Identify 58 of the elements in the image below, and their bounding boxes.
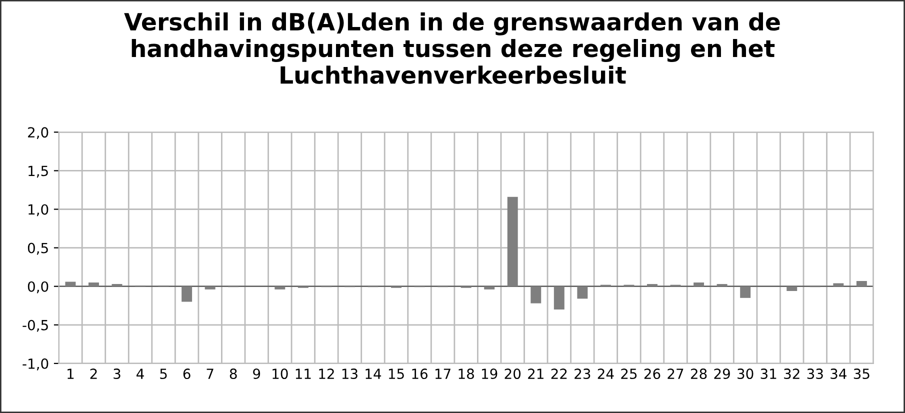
chart-title: Verschil in dB(A)Lden in de grenswaarden van de handhavingspunten tussen deze regeling en het Luchthavenverkeerbesluit bbox=[124, 12, 780, 84]
x-tick-label: 21 bbox=[528, 368, 544, 379]
x-tick-label: 1 bbox=[68, 368, 74, 379]
bar bbox=[694, 282, 704, 286]
x-tick-label: 6 bbox=[183, 368, 190, 380]
bar bbox=[204, 286, 216, 290]
x-tick-label: 8 bbox=[230, 368, 237, 380]
bar bbox=[274, 286, 286, 290]
x-tick-label: 3 bbox=[114, 368, 120, 380]
x-tick-label: 23 bbox=[574, 368, 590, 380]
x-tick-label: 16 bbox=[412, 368, 428, 380]
x-tick-label: 27 bbox=[668, 368, 684, 379]
x-tick-label: 24 bbox=[598, 368, 614, 379]
x-tick-label: 30 bbox=[738, 368, 754, 380]
bar bbox=[740, 286, 751, 298]
x-tick-label: 11 bbox=[296, 368, 311, 379]
x-tick-label: 33 bbox=[807, 368, 823, 380]
x-tick-label: 15 bbox=[388, 368, 404, 380]
x-tick-label: 10 bbox=[272, 368, 288, 380]
x-tick-label: 12 bbox=[319, 368, 334, 379]
x-tick-label: 32 bbox=[784, 368, 800, 380]
bar bbox=[88, 282, 99, 286]
y-tick-label: 1,5 bbox=[28, 166, 48, 178]
x-tick-label: 5 bbox=[160, 368, 167, 380]
x-tick-label: 29 bbox=[714, 368, 730, 380]
bar bbox=[786, 286, 798, 291]
x-tick-label: 9 bbox=[253, 368, 260, 380]
x-tick-label: 7 bbox=[206, 368, 214, 379]
x-tick-label: 2 bbox=[90, 368, 97, 379]
y-tick-label: 0,5 bbox=[28, 242, 48, 255]
y-tick-label: -0,5 bbox=[22, 320, 48, 332]
y-tick-label: 0,0 bbox=[28, 281, 48, 294]
x-tick-label: 28 bbox=[690, 368, 707, 380]
bar bbox=[65, 282, 76, 286]
x-tick-label: 20 bbox=[504, 368, 521, 380]
x-tick-label: 4 bbox=[136, 368, 144, 379]
x-tick-label: 34 bbox=[830, 368, 846, 380]
bar bbox=[507, 196, 518, 286]
x-tick-label: 22 bbox=[551, 368, 567, 379]
x-tick-label: 25 bbox=[621, 368, 637, 380]
x-tick-label: 19 bbox=[482, 368, 498, 380]
y-tick-label: 2,0 bbox=[28, 127, 48, 140]
x-tick-label: 35 bbox=[854, 368, 870, 380]
x-tick-label: 26 bbox=[644, 368, 660, 380]
bar bbox=[856, 280, 867, 286]
y-tick-label: -1,0 bbox=[22, 358, 48, 370]
bar bbox=[530, 286, 542, 304]
x-tick-label: 14 bbox=[366, 368, 382, 379]
bar bbox=[554, 286, 564, 310]
x-tick-label: 31 bbox=[760, 368, 776, 380]
bar bbox=[182, 286, 192, 302]
x-tick-label: 17 bbox=[435, 368, 450, 379]
y-tick-label: 1,0 bbox=[28, 204, 48, 216]
bar bbox=[484, 286, 495, 290]
x-tick-label: 18 bbox=[458, 368, 474, 380]
x-tick-label: 13 bbox=[342, 368, 358, 380]
bar bbox=[577, 286, 588, 299]
bar bbox=[833, 283, 844, 286]
